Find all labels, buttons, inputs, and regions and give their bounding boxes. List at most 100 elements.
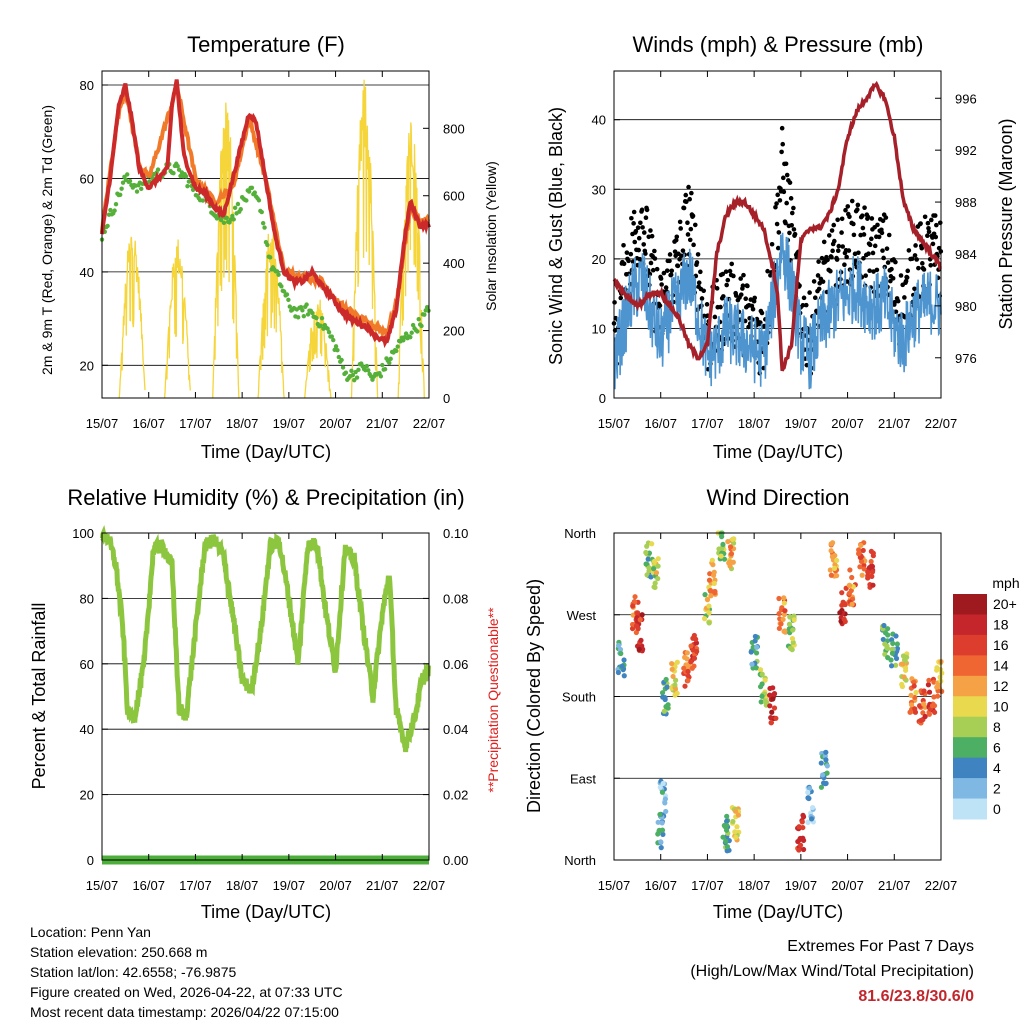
wind-direction-point [889, 650, 896, 656]
wind-direction-point [860, 547, 866, 554]
gust-point [667, 258, 672, 264]
gust-point [740, 283, 746, 288]
wind-direction-point [662, 695, 668, 701]
wind-direction-point [630, 603, 636, 609]
direction-tick-label: South [562, 690, 596, 705]
wind-direction-point [733, 834, 739, 840]
wind-direction-point [778, 621, 784, 627]
wind-direction-point [732, 829, 738, 835]
wind-direction-point [707, 588, 714, 594]
x-tick-label: 17/07 [691, 878, 724, 893]
gust-point [870, 250, 876, 256]
wind-direction-ticks: 15/07 16/07 17/07 18/07 19/07 20/07 21/07 22/07… [562, 526, 957, 893]
x-tick-label: 19/07 [273, 878, 306, 893]
wind-direction-point [748, 649, 754, 655]
humidity-panel: Relative Humidity (%) & Precipitation (i… [29, 485, 501, 922]
wind-direction-point [885, 626, 891, 632]
dewpoint-point [265, 242, 270, 248]
y-tick-label: 0 [87, 853, 94, 868]
colorbar-label: 10 [993, 699, 1009, 715]
dewpoint-point [333, 344, 339, 349]
wind-direction-point [732, 808, 739, 814]
wind-direction-point [776, 611, 782, 617]
gust-point [741, 272, 746, 278]
wind-direction-point [810, 804, 816, 811]
gust-point [829, 228, 835, 233]
gust-point [821, 239, 827, 245]
y-tick-label: 20 [80, 358, 94, 373]
colorbar-label: 18 [993, 617, 1009, 633]
created-text: Figure created on Wed, 2026-04-22, at 07… [30, 984, 343, 1000]
dewpoint-point [382, 366, 388, 372]
gust-point [839, 230, 844, 235]
wind-direction-point [762, 677, 768, 683]
dewpoint-point [267, 255, 273, 260]
gust-point [925, 233, 930, 239]
y-tick-label: 0 [443, 391, 450, 406]
dewpoint-point [221, 220, 227, 226]
y-tick-label: 40 [592, 113, 606, 128]
colorbar-swatch [953, 716, 987, 738]
gust-point [632, 239, 638, 245]
wind-direction-point [818, 760, 824, 766]
gust-point [784, 200, 789, 206]
wind-direction-point [912, 706, 918, 712]
wind-direction-point [929, 703, 936, 709]
gust-point [636, 235, 642, 241]
wind-direction-point [841, 616, 847, 622]
dewpoint-point [244, 198, 249, 203]
gust-point [820, 279, 826, 284]
wind-direction-point [749, 661, 755, 667]
gust-point [684, 199, 689, 205]
colorbar-swatch [953, 757, 987, 779]
colorbar-swatch [953, 614, 987, 636]
wind-direction-point [894, 641, 900, 647]
gust-point [881, 255, 886, 261]
gust-point [672, 249, 678, 254]
y-tick-label: 0.10 [443, 526, 468, 541]
x-tick-label: 15/07 [598, 878, 631, 893]
dewpoint-point [171, 171, 176, 176]
gust-point [792, 231, 798, 237]
gust-point [895, 298, 901, 304]
wind-direction-point [781, 600, 787, 606]
gust-point [839, 216, 845, 222]
gust-point [677, 219, 683, 225]
wind-direction-point [655, 563, 661, 569]
wind-direction-point [782, 628, 788, 634]
sonic-wind-line [613, 232, 942, 390]
wind-direction-point [718, 553, 724, 559]
gust-point [631, 221, 636, 226]
x-tick-label: 15/07 [598, 416, 631, 431]
temp-2m-line [100, 79, 431, 349]
x-tick-label: 16/07 [644, 416, 677, 431]
gust-point [783, 220, 788, 226]
gust-point [777, 198, 783, 203]
dewpoint-point [319, 316, 325, 321]
gust-point [712, 314, 718, 320]
colorbar-title: mph [992, 575, 1019, 591]
wind-direction-point [890, 640, 896, 646]
gust-point [925, 220, 931, 226]
wind-direction-point [805, 819, 811, 825]
gust-point [690, 213, 696, 219]
gust-point [678, 226, 684, 231]
gust-point [791, 227, 797, 232]
wind-direction-point [728, 551, 735, 557]
wind-direction-point [636, 646, 642, 653]
gust-point [787, 180, 793, 185]
gust-point [725, 277, 731, 283]
wind-direction-point [701, 616, 708, 622]
x-tick-label: 22/07 [925, 416, 958, 431]
dewpoint-point [300, 308, 305, 313]
wind-direction-point [908, 692, 914, 698]
gust-point [867, 242, 873, 248]
dewpoint-point [287, 304, 292, 309]
dewpoint-point [256, 198, 262, 203]
gust-point [803, 302, 809, 308]
wind-direction-point [799, 819, 805, 825]
gust-point [800, 302, 806, 308]
wind-direction-point [724, 818, 730, 824]
dewpoint-point [119, 186, 124, 191]
dewpoint-point [340, 365, 346, 370]
